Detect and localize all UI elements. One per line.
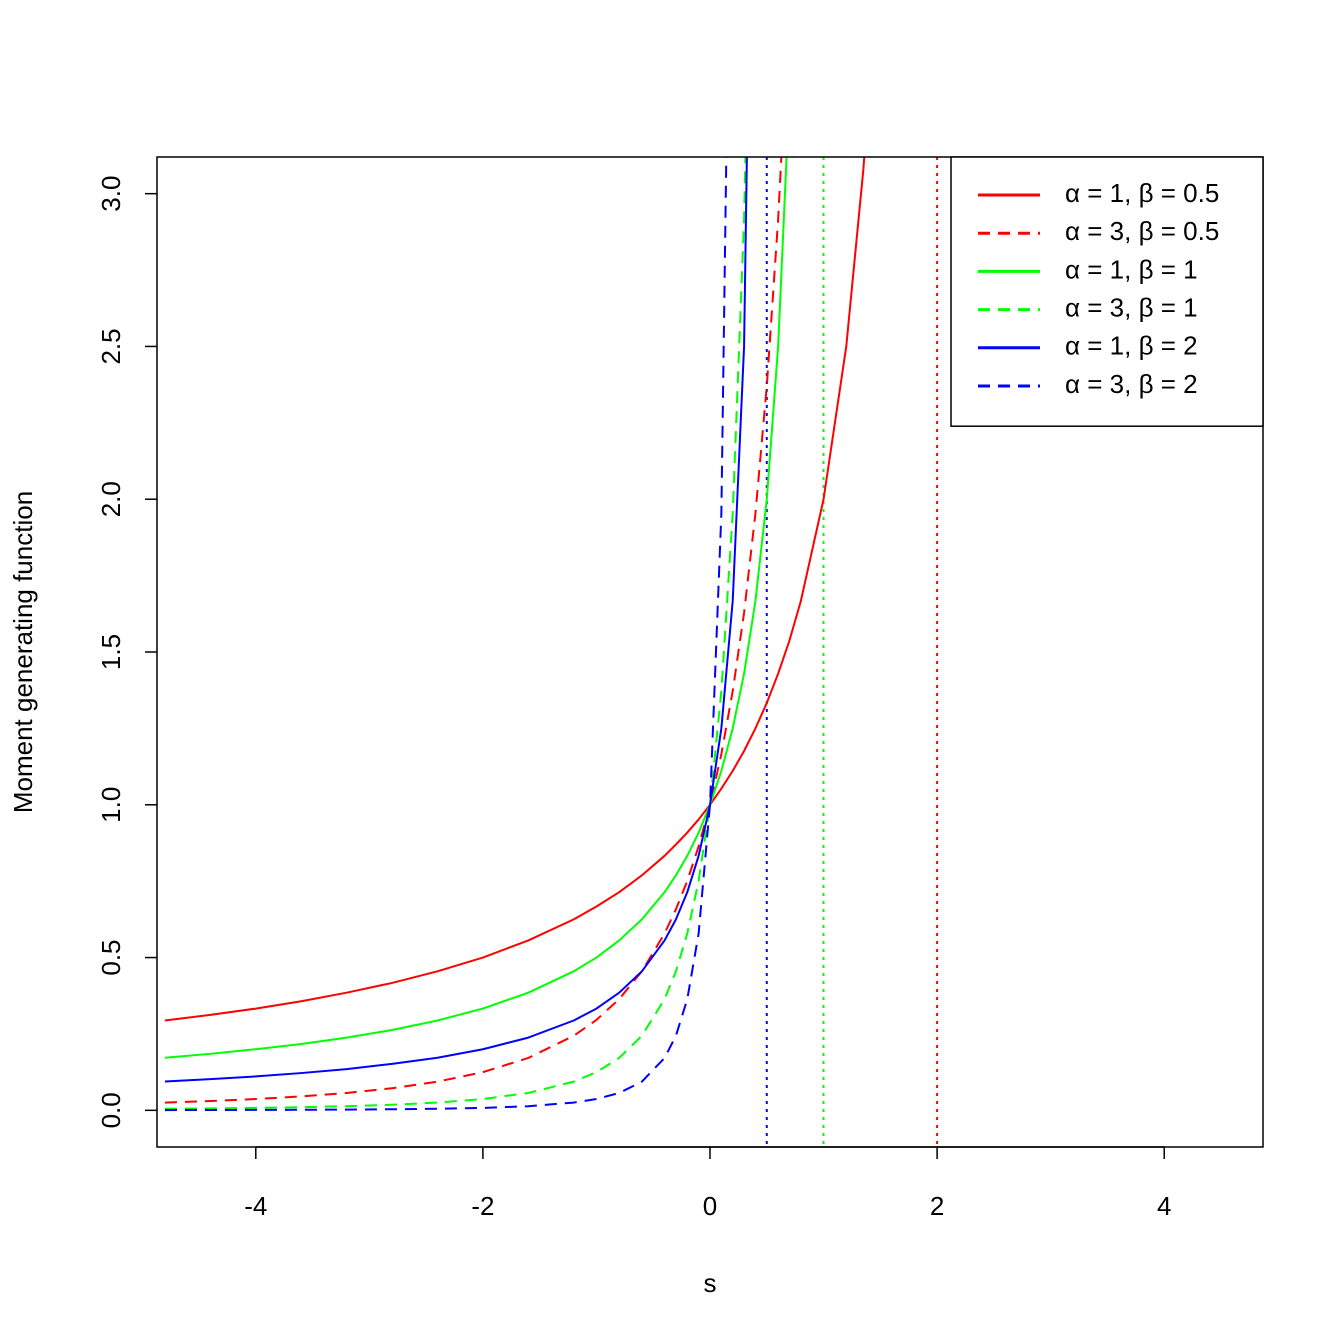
- series-line: [164, 157, 866, 1022]
- x-axis-label: s: [704, 1268, 717, 1298]
- y-tick-label: 3.0: [96, 176, 126, 212]
- x-tick-label: -4: [244, 1191, 267, 1221]
- y-tick-label: 2.0: [96, 481, 126, 517]
- y-tick-label: 1.0: [96, 787, 126, 823]
- y-tick-label: 2.5: [96, 328, 126, 364]
- plot-area: [164, 157, 939, 1147]
- x-tick-label: 2: [930, 1191, 944, 1221]
- series-line: [164, 157, 728, 1112]
- y-tick-label: 1.5: [96, 634, 126, 670]
- series-line: [164, 157, 788, 1059]
- series-line: [164, 157, 748, 1083]
- x-tick-label: 0: [703, 1191, 717, 1221]
- series-line: [164, 157, 747, 1110]
- legend-label: α = 3, β = 2: [1065, 369, 1198, 399]
- legend-label: α = 3, β = 0.5: [1065, 216, 1219, 246]
- x-tick-label: 4: [1157, 1191, 1171, 1221]
- y-axis-label: Moment generating function: [8, 491, 38, 813]
- y-tick-label: 0.5: [96, 939, 126, 975]
- legend-label: α = 1, β = 0.5: [1065, 178, 1219, 208]
- legend-label: α = 1, β = 1: [1065, 254, 1198, 284]
- y-tick-label: 0.0: [96, 1092, 126, 1128]
- legend-label: α = 1, β = 2: [1065, 331, 1198, 361]
- legend-box: [950, 156, 1264, 427]
- x-tick-label: -2: [471, 1191, 494, 1221]
- series-line: [164, 157, 783, 1104]
- legend-label: α = 3, β = 1: [1065, 292, 1198, 322]
